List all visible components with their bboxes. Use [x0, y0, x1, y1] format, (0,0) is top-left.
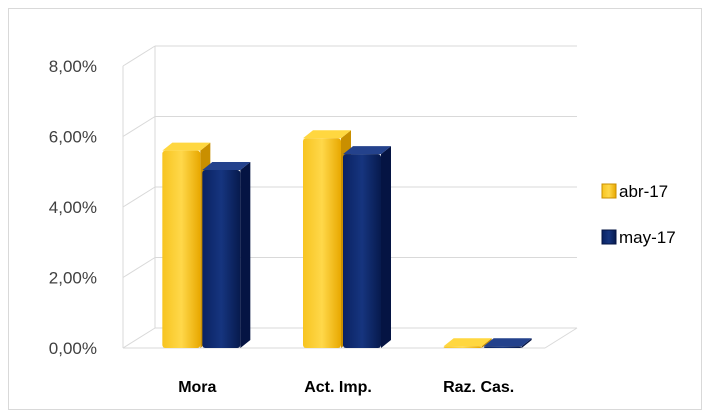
bar-top-may-17 [483, 338, 532, 347]
bar-side-may-17 [240, 161, 251, 348]
bar-top-abr-17 [303, 130, 351, 139]
y-tick-label: 2,00% [49, 269, 97, 288]
bar-side-may-17 [381, 146, 391, 348]
bar-top-abr-17 [162, 142, 211, 151]
legend-label: may-17 [619, 228, 676, 247]
bar-abr-17 [443, 346, 482, 348]
y-tick-label: 8,00% [49, 57, 97, 76]
x-category-label: Raz. Cas. [443, 379, 514, 396]
y-tick-label: 4,00% [49, 198, 97, 217]
x-category-label: Mora [178, 379, 216, 396]
bar-side-may-17 [521, 338, 532, 348]
x-category-label: Act. Imp. [304, 379, 372, 396]
bar-top-may-17 [343, 146, 391, 155]
bar-top-may-17 [202, 161, 251, 170]
gridline-diagonal [122, 186, 156, 208]
bar-abr-17 [162, 150, 201, 348]
gridline-diagonal [122, 327, 156, 349]
bar-may-17 [202, 169, 241, 348]
legend-swatch-abr-17 [601, 183, 617, 199]
bar-may-17 [483, 346, 522, 348]
bar-abr-17 [303, 138, 341, 348]
y-tick-label: 0,00% [49, 339, 97, 358]
gridline-diagonal [122, 45, 156, 67]
bar-top-abr-17 [443, 338, 492, 347]
bar-may-17 [343, 154, 381, 348]
gridline-diagonal [122, 257, 156, 278]
legend-swatch-may-17 [601, 229, 617, 245]
floor-right-edge [544, 327, 578, 349]
y-tick-label: 6,00% [49, 128, 97, 147]
bar-side-abr-17 [481, 338, 492, 348]
gridline-diagonal [122, 116, 156, 137]
legend-label: abr-17 [619, 182, 668, 201]
